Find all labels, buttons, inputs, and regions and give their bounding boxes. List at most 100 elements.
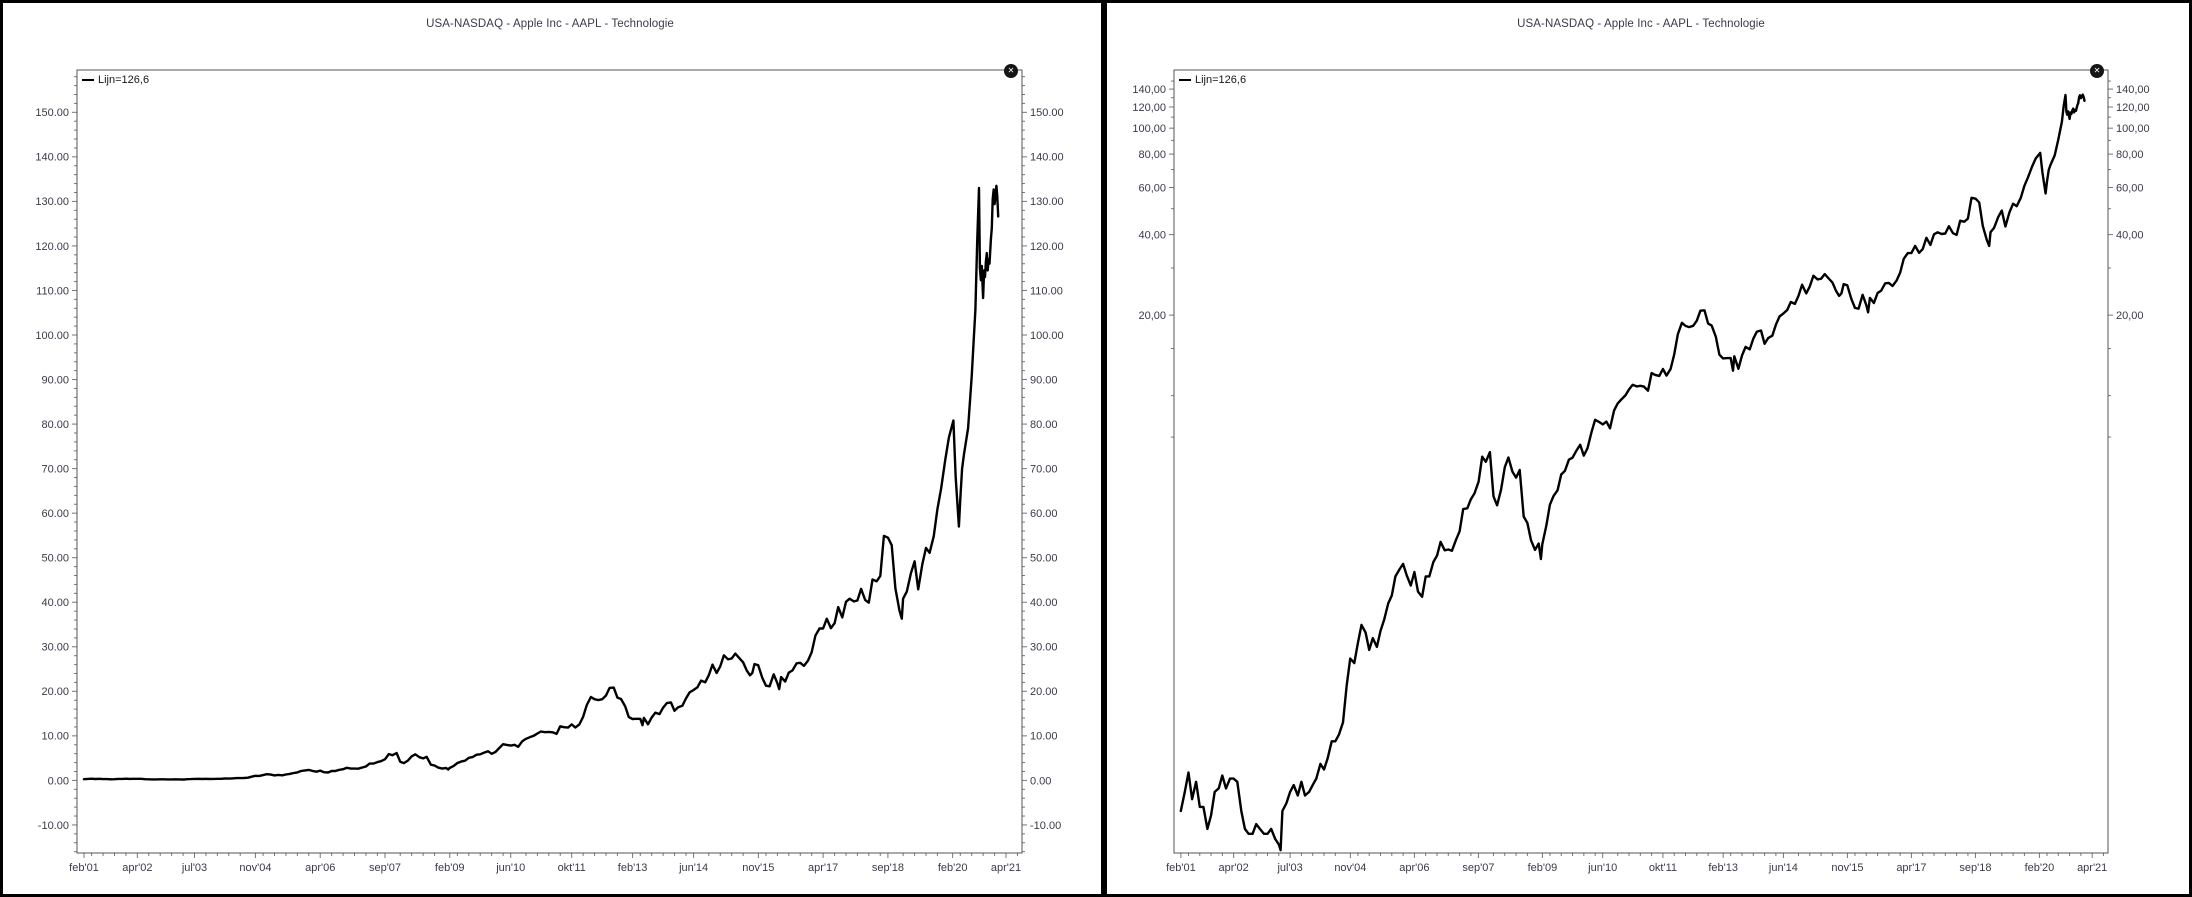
y-axis-label: 50.00: [41, 553, 69, 565]
y-axis-label: 40.00: [1030, 597, 1058, 609]
x-axis-label: jul'03: [1276, 862, 1302, 874]
axis-labels: -10.00 -10.00 0.00 0.00 10.00 10.00 20.00 20.00…: [35, 107, 1063, 874]
y-axis-label: 120.00: [35, 241, 69, 253]
x-axis-label: feb'20: [2025, 862, 2055, 874]
x-axis-label: apr'02: [122, 862, 152, 874]
y-axis-label: 20.00: [1030, 686, 1058, 698]
x-axis-label: sep'07: [369, 862, 401, 874]
y-axis-label: 140,00: [1132, 84, 1166, 96]
y-axis-label: 120.00: [1030, 241, 1064, 253]
x-axis-label: apr'17: [1896, 862, 1926, 874]
axis-ticks: [72, 76, 1027, 858]
y-axis-label: 90.00: [1030, 374, 1058, 386]
legend-label: Lijn=126,6: [98, 74, 150, 86]
y-axis-label: 120,00: [2116, 102, 2150, 114]
x-axis-label: feb'13: [1708, 862, 1738, 874]
y-axis-label: 70.00: [1030, 463, 1058, 475]
x-axis-label: apr'17: [808, 862, 838, 874]
y-axis-label: 20,00: [1138, 310, 1166, 322]
x-axis-label: nov'04: [239, 862, 271, 874]
chart-panel-log: 20,00 20,00 40,00 40,00 60,00 60,00 80,00 80,00…: [1104, 0, 2192, 897]
y-axis-label: 130.00: [35, 196, 69, 208]
y-axis-label: 60.00: [41, 508, 69, 520]
plot-frame: [76, 69, 1023, 854]
price-line: [1179, 93, 2086, 852]
y-axis-label: 140,00: [2116, 84, 2150, 96]
y-axis-label: 70.00: [41, 463, 69, 475]
y-axis-label: 80,00: [1138, 149, 1166, 161]
price-line: [82, 184, 1000, 781]
y-axis-label: 140.00: [35, 152, 69, 164]
y-axis-label: 140.00: [1030, 152, 1064, 164]
y-axis-label: 100.00: [1030, 330, 1064, 342]
y-axis-label: 40,00: [2116, 229, 2144, 241]
x-axis-label: feb'13: [618, 862, 648, 874]
legend: Lijn=126,6: [1179, 73, 1246, 87]
x-axis-label: jun'14: [1768, 862, 1798, 874]
y-axis-label: 150.00: [1030, 107, 1064, 119]
y-axis-label: 30.00: [41, 642, 69, 654]
y-axis-label: 30.00: [1030, 642, 1058, 654]
x-axis-label: jun'14: [678, 862, 708, 874]
y-axis-label: 110.00: [1030, 285, 1063, 297]
axis-labels: 20,00 20,00 40,00 40,00 60,00 60,00 80,00 80,00…: [1132, 84, 2149, 874]
y-axis-label: 100.00: [35, 330, 69, 342]
y-axis-label: -10.00: [1030, 820, 1061, 832]
x-axis-label: okt'11: [1649, 862, 1677, 874]
y-axis-label: 50.00: [1030, 553, 1058, 565]
price-chart-canvas-linear: -10.00 -10.00 0.00 0.00 10.00 10.00 20.00 20.00…: [35, 69, 1064, 874]
x-axis-label: jul'03: [181, 862, 207, 874]
x-axis-label: feb'20: [938, 862, 968, 874]
y-axis-label: 10.00: [41, 731, 69, 743]
y-axis-label: 60.00: [1030, 508, 1058, 520]
x-axis-label: apr'21: [991, 862, 1021, 874]
y-axis-label: 120,00: [1132, 102, 1166, 114]
y-axis-label: 20,00: [2116, 310, 2144, 322]
x-axis-label: feb'09: [1528, 862, 1558, 874]
y-axis-label: 80.00: [1030, 419, 1058, 431]
y-axis-label: 60,00: [1138, 182, 1166, 194]
price-chart-canvas-log: 20,00 20,00 40,00 40,00 60,00 60,00 80,00 80,00…: [1132, 69, 2150, 874]
y-axis-label: 10.00: [1030, 731, 1058, 743]
x-axis-label: jun'10: [495, 862, 525, 874]
chart-title: USA-NASDAQ - Apple Inc - AAPL - Technolo…: [426, 18, 674, 30]
x-axis-label: feb'01: [69, 862, 99, 874]
x-axis-label: feb'01: [1166, 862, 1196, 874]
legend: Lijn=126,6: [82, 73, 149, 87]
y-axis-label: 100,00: [2116, 123, 2150, 135]
x-axis-label: sep'18: [1959, 862, 1991, 874]
close-button[interactable]: ✕: [2090, 64, 2104, 78]
x-axis-label: apr'06: [1399, 862, 1429, 874]
y-axis-label: 80.00: [41, 419, 69, 431]
y-axis-label: -10.00: [38, 820, 69, 832]
y-axis-label: 150.00: [35, 107, 69, 119]
x-axis-label: nov'15: [742, 862, 774, 874]
x-axis-label: sep'18: [872, 862, 904, 874]
close-button[interactable]: ✕: [1004, 64, 1018, 78]
x-axis-label: feb'09: [435, 862, 465, 874]
y-axis-label: 40,00: [1138, 229, 1166, 241]
x-axis-label: nov'15: [1831, 862, 1863, 874]
y-axis-label: 40.00: [41, 597, 69, 609]
legend-line-swatch-icon: [1179, 79, 1191, 81]
x-axis-label: okt'11: [558, 862, 586, 874]
y-axis-label: 0.00: [48, 775, 69, 787]
x-axis-label: jun'10: [1587, 862, 1617, 874]
x-axis-label: apr'02: [1219, 862, 1249, 874]
x-axis-label: nov'04: [1334, 862, 1366, 874]
x-axis-label: apr'21: [2077, 862, 2107, 874]
y-axis-label: 20.00: [41, 686, 69, 698]
chart-panel-linear: -10.00 -10.00 0.00 0.00 10.00 10.00 20.00 20.00…: [0, 0, 1104, 897]
y-axis-label: 100,00: [1132, 123, 1166, 135]
plot-frame: [1173, 69, 2109, 854]
x-axis-label: sep'07: [1462, 862, 1494, 874]
x-axis-label: apr'06: [305, 862, 335, 874]
y-axis-label: 90.00: [41, 374, 69, 386]
y-axis-label: 60,00: [2116, 182, 2144, 194]
legend-line-swatch-icon: [82, 79, 94, 81]
y-axis-label: 130.00: [1030, 196, 1064, 208]
legend-label: Lijn=126,6: [1195, 74, 1247, 86]
y-axis-label: 80,00: [2116, 149, 2144, 161]
y-axis-label: 110.00: [36, 285, 69, 297]
